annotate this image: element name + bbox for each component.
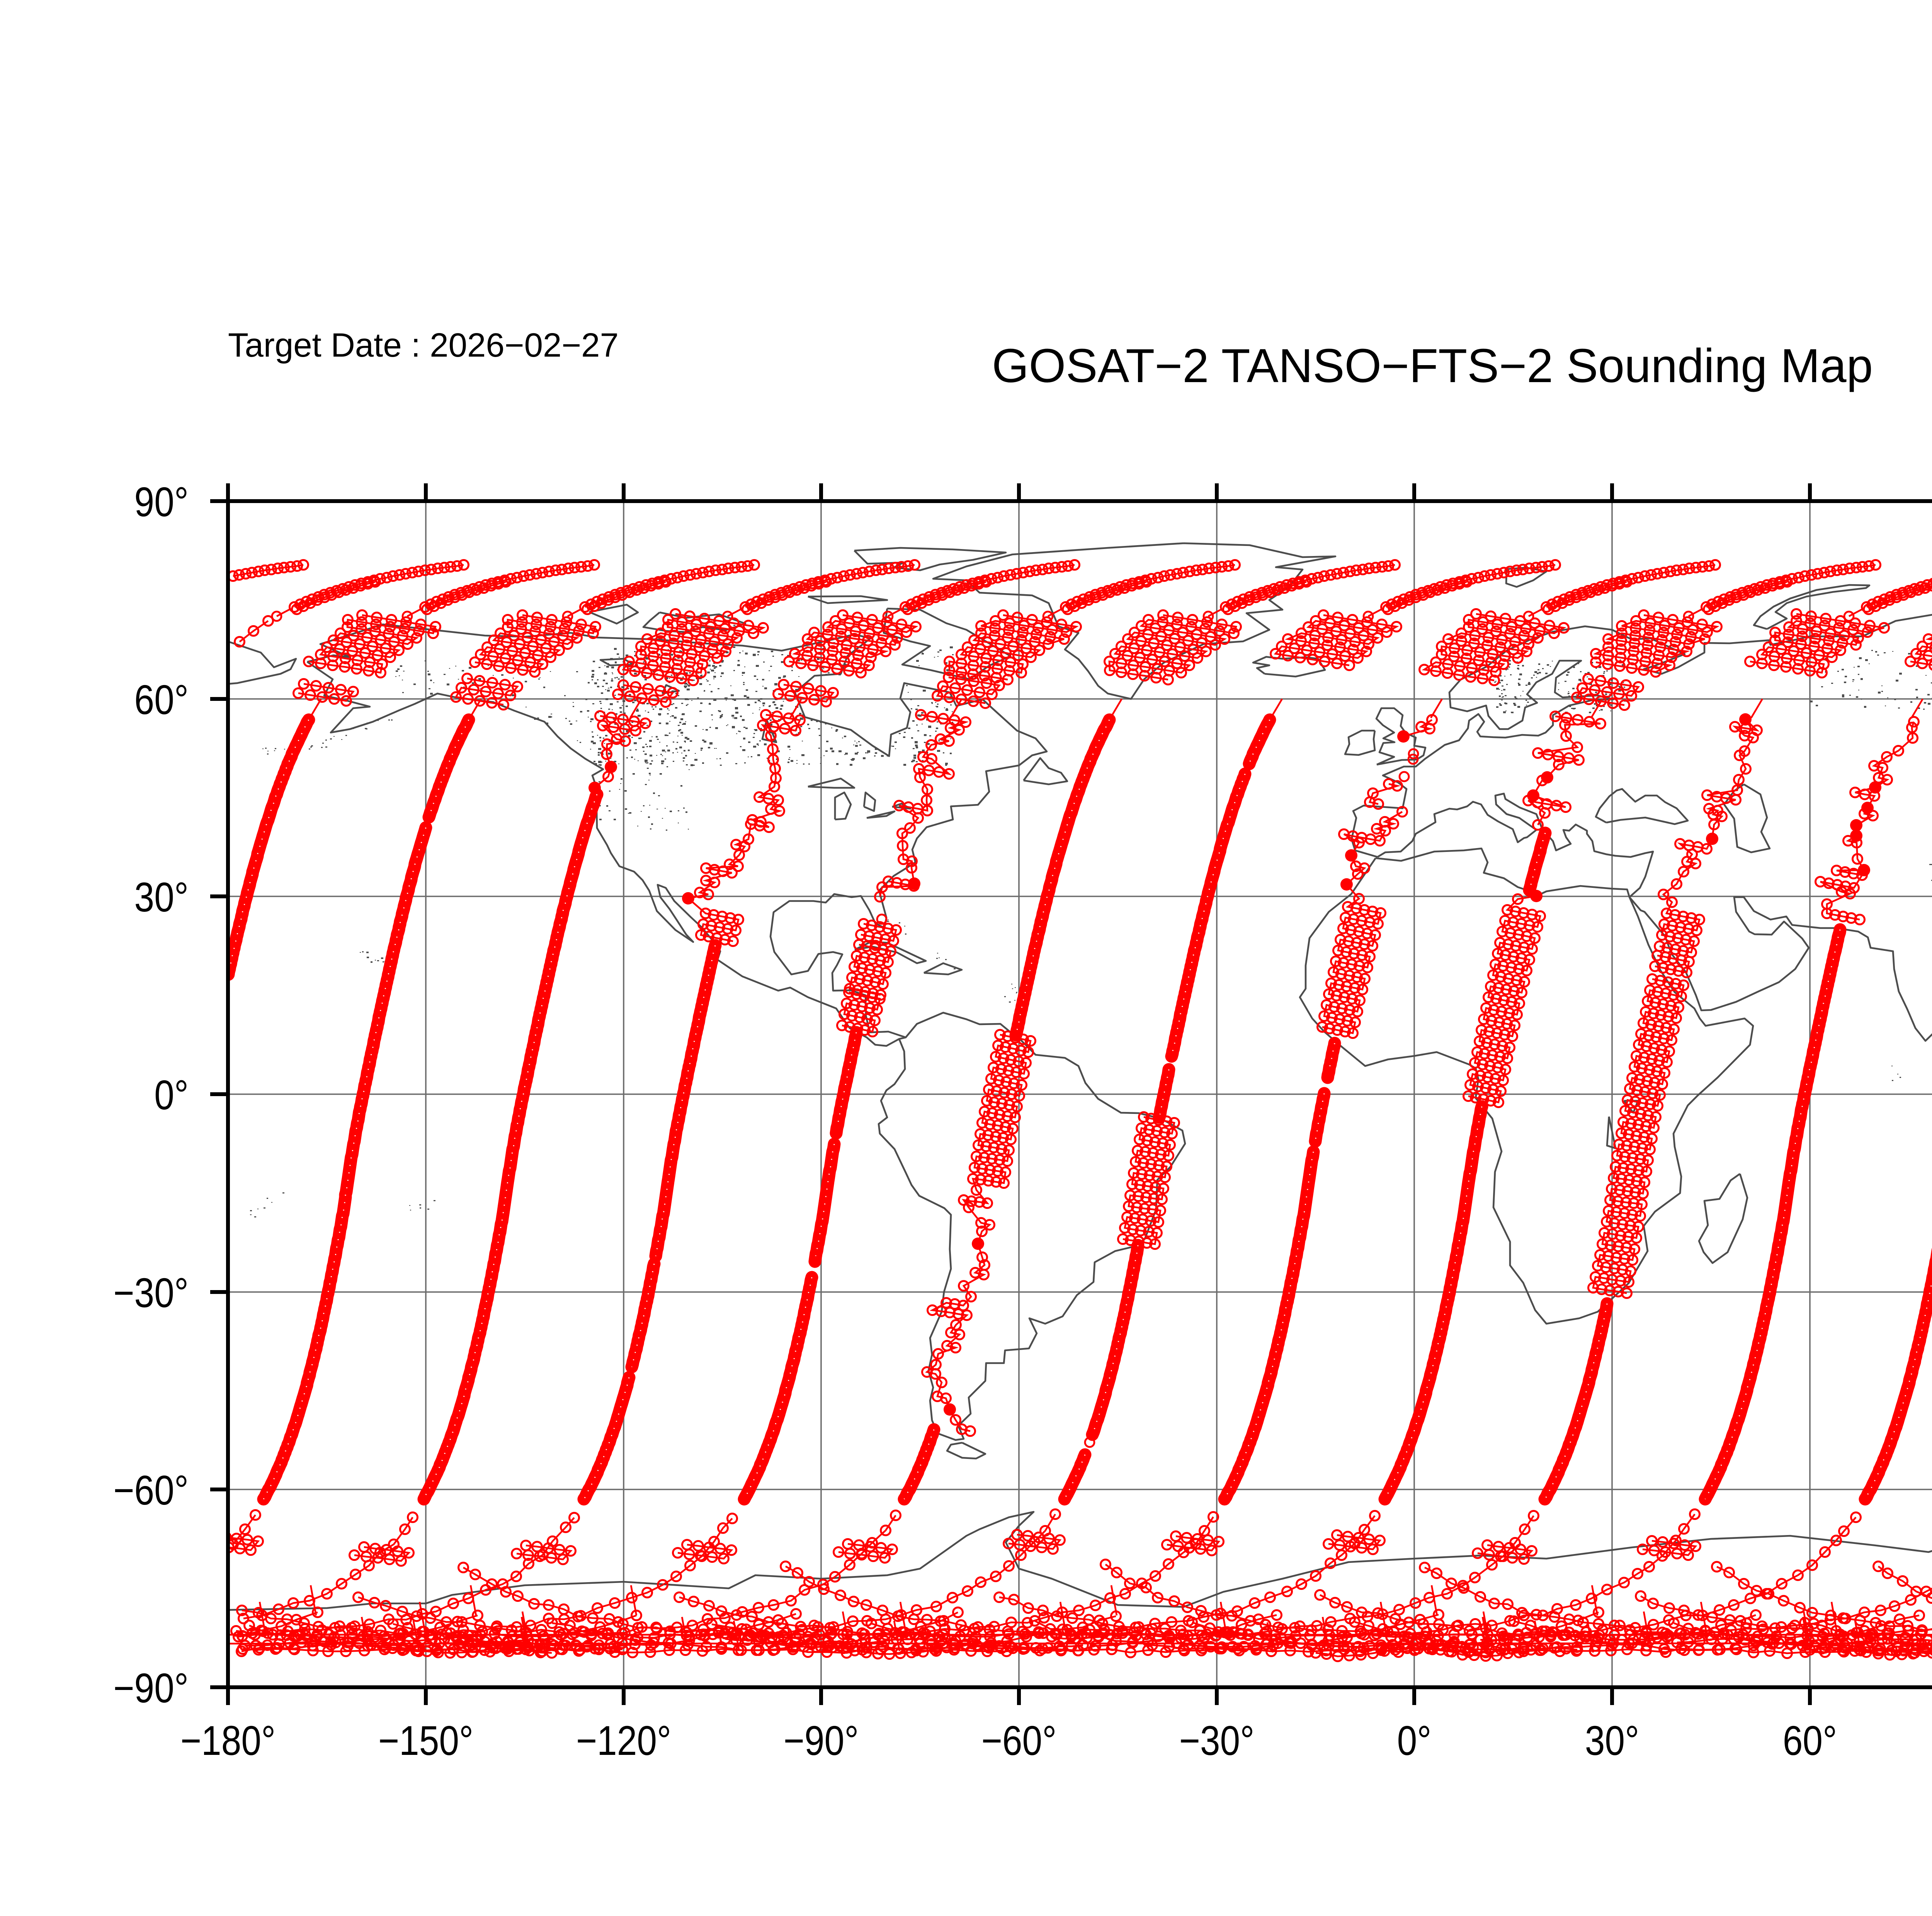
svg-text:−180°: −180°	[180, 1717, 276, 1764]
svg-text:90°: 90°	[134, 479, 189, 525]
svg-text:−90°: −90°	[784, 1717, 859, 1764]
svg-text:60°: 60°	[1783, 1717, 1837, 1764]
svg-text:30°: 30°	[134, 874, 189, 920]
svg-text:30°: 30°	[1585, 1717, 1639, 1764]
svg-text:0°: 0°	[154, 1072, 189, 1118]
svg-text:−90°: −90°	[113, 1665, 189, 1711]
svg-text:Target Date : 2026−02−27: Target Date : 2026−02−27	[228, 326, 619, 364]
svg-text:−120°: −120°	[576, 1717, 671, 1764]
svg-text:−150°: −150°	[378, 1717, 473, 1764]
svg-text:−60°: −60°	[113, 1467, 189, 1513]
svg-text:−30°: −30°	[113, 1270, 189, 1316]
svg-text:−60°: −60°	[981, 1717, 1057, 1764]
svg-text:60°: 60°	[134, 677, 189, 723]
svg-text:−30°: −30°	[1179, 1717, 1255, 1764]
svg-text:0°: 0°	[1397, 1717, 1432, 1764]
svg-text:GOSAT−2 TANSO−FTS−2 Sounding M: GOSAT−2 TANSO−FTS−2 Sounding Map	[992, 340, 1873, 393]
